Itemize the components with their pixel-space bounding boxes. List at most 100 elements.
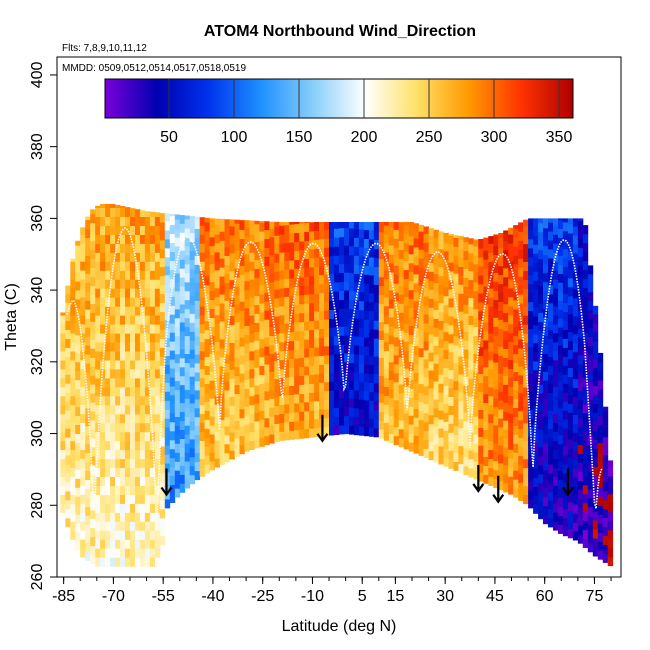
heatmap-cell — [478, 293, 484, 303]
heatmap-cell — [135, 539, 141, 549]
heatmap-cell — [254, 394, 260, 404]
heatmap-cell — [463, 349, 469, 359]
heatmap-cell — [597, 541, 604, 551]
heatmap-cell — [115, 369, 121, 379]
heatmap-cell — [587, 318, 594, 329]
heatmap-cell — [533, 316, 539, 326]
heatmap-cell — [413, 327, 419, 338]
heatmap-cell — [358, 345, 365, 355]
heatmap-cell — [562, 490, 569, 501]
heatmap-cell — [339, 398, 345, 408]
heatmap-cell — [468, 261, 474, 272]
heatmap-cell — [259, 276, 265, 286]
heatmap-cell — [184, 228, 191, 238]
heatmap-cell — [548, 356, 554, 366]
heatmap-cell — [413, 223, 419, 230]
heatmap-cell — [428, 352, 434, 362]
down-arrow-icon — [562, 468, 574, 497]
heatmap-cell — [329, 417, 335, 427]
heatmap-cell — [577, 256, 584, 266]
heatmap-cell — [562, 401, 569, 411]
heatmap-cell — [214, 252, 220, 262]
heatmap-cell — [65, 437, 71, 447]
heatmap-cell — [538, 357, 544, 367]
heatmap-cell — [538, 321, 544, 331]
heatmap-cell — [423, 332, 429, 342]
heatmap-cell — [95, 342, 101, 352]
heatmap-cell — [383, 323, 390, 334]
heatmap-cell — [229, 360, 235, 370]
heatmap-cell — [458, 320, 464, 330]
heatmap-cell — [259, 249, 265, 259]
heatmap-cell — [65, 302, 71, 313]
heatmap-cell — [139, 315, 146, 325]
heatmap-cell — [120, 548, 126, 558]
heatmap-cell — [543, 299, 549, 309]
heatmap-cell — [139, 216, 146, 226]
heatmap-cell — [209, 272, 215, 283]
heatmap-cell — [80, 485, 86, 495]
heatmap-cell — [125, 395, 131, 406]
heatmap-cell — [309, 329, 315, 339]
heatmap-cell — [577, 426, 584, 437]
heatmap-cell — [548, 302, 554, 313]
heatmap-cell — [80, 279, 86, 289]
heatmap-cell — [523, 219, 529, 227]
heatmap-cell — [164, 499, 171, 509]
heatmap-cell — [558, 345, 564, 355]
heatmap-cell — [179, 232, 186, 242]
heatmap-cell — [90, 240, 96, 251]
heatmap-cell — [577, 516, 584, 526]
heatmap-cell — [468, 238, 474, 245]
heatmap-cell — [572, 218, 579, 227]
heatmap-cell — [518, 294, 524, 304]
heatmap-cell — [120, 449, 126, 460]
heatmap-cell — [533, 405, 539, 416]
heatmap-cell — [508, 413, 514, 423]
heatmap-cell — [488, 413, 494, 424]
y-tick-label: 380 — [29, 133, 46, 160]
heatmap-cell — [254, 367, 260, 377]
heatmap-cell — [567, 233, 574, 243]
heatmap-cell — [139, 288, 146, 298]
heatmap-cell — [100, 234, 106, 244]
heatmap-cell — [199, 252, 206, 262]
heatmap-cell — [473, 416, 479, 426]
heatmap-cell — [324, 381, 330, 392]
heatmap-cell — [254, 286, 260, 296]
heatmap-cell — [438, 320, 444, 330]
heatmap-cell — [508, 252, 514, 262]
heatmap-cell — [110, 413, 116, 424]
heatmap-cell — [100, 297, 106, 307]
heatmap-cell — [75, 263, 81, 273]
heatmap-cell — [80, 539, 86, 549]
heatmap-cell — [493, 317, 499, 327]
heatmap-cell — [204, 249, 210, 259]
heatmap-cell — [433, 390, 439, 400]
heatmap-cell — [214, 449, 220, 459]
heatmap-cell — [135, 521, 141, 531]
heatmap-cell — [214, 377, 220, 387]
heatmap-cell — [125, 413, 131, 424]
heatmap-cell — [408, 316, 415, 326]
heatmap-cell — [314, 257, 320, 267]
heatmap-cell — [368, 266, 375, 276]
heatmap-cell — [154, 378, 161, 388]
heatmap-cell — [169, 395, 176, 405]
heatmap-cell — [304, 222, 310, 223]
heatmap-cell — [120, 234, 126, 244]
heatmap-cell — [219, 218, 225, 223]
heatmap-cell — [458, 311, 464, 321]
heatmap-cell — [523, 423, 529, 433]
heatmap-cell — [582, 413, 589, 423]
heatmap-cell — [244, 245, 250, 255]
heatmap-cell — [209, 416, 215, 426]
heatmap-cell — [413, 345, 419, 356]
heatmap-cell — [239, 292, 245, 302]
heatmap-cell — [100, 512, 106, 522]
heatmap-cell — [199, 368, 206, 379]
heatmap-cell — [199, 261, 206, 271]
heatmap-cell — [95, 360, 101, 370]
heatmap-cell — [373, 257, 380, 267]
heatmap-cell — [130, 431, 136, 442]
